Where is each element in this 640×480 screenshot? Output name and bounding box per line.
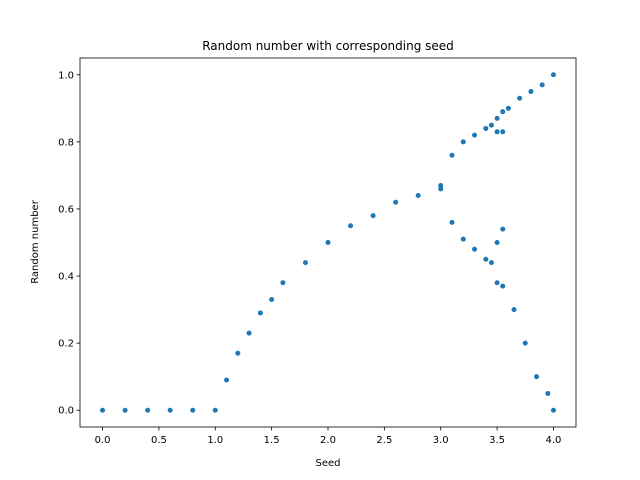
data-point: [534, 374, 540, 380]
data-point: [348, 223, 354, 229]
data-point: [460, 236, 466, 242]
data-point: [550, 407, 556, 413]
data-point: [488, 122, 494, 128]
data-point: [325, 240, 331, 245]
data-point: [500, 226, 506, 232]
data-point: [550, 72, 556, 78]
data-point: [235, 350, 241, 356]
data-point: [224, 377, 230, 383]
x-tick-label: 4.0: [546, 435, 562, 446]
data-point: [494, 129, 500, 135]
y-tick-label: 0.8: [58, 137, 74, 148]
y-tick-label: 0.6: [58, 204, 74, 215]
y-axis: 0.0 0.2 0.4 0.6 0.8 1.0: [58, 70, 80, 417]
x-tick-label: 0.0: [95, 435, 111, 446]
data-point: [449, 219, 455, 225]
data-point: [483, 125, 489, 131]
data-point: [438, 182, 444, 188]
data-point: [122, 407, 128, 413]
data-point: [393, 199, 399, 205]
data-point: [269, 297, 275, 303]
data-point: [494, 240, 500, 245]
y-tick-label: 0.4: [58, 272, 74, 283]
data-point: [494, 115, 500, 121]
x-tick-label: 1.5: [264, 435, 280, 446]
data-point: [500, 109, 506, 115]
data-point: [246, 330, 252, 336]
data-point: [449, 152, 455, 158]
data-point: [460, 139, 466, 145]
data-point: [370, 213, 376, 219]
x-axis: 0.0 0.5 1.0 1.5 2.0 2.5 3.0 3.5 4.0: [95, 427, 562, 446]
x-tick-label: 2.5: [376, 435, 392, 446]
data-point: [483, 256, 489, 262]
data-point: [472, 246, 478, 252]
y-tick-label: 0.2: [58, 339, 74, 350]
data-point: [190, 407, 196, 413]
data-point: [545, 390, 551, 396]
data-point: [145, 407, 151, 413]
x-tick-label: 1.0: [207, 435, 223, 446]
data-point: [100, 407, 106, 413]
data-point: [511, 307, 517, 313]
data-point: [528, 89, 534, 95]
data-point: [539, 82, 545, 88]
data-point: [505, 105, 511, 111]
data-point: [494, 280, 500, 286]
data-point: [500, 129, 506, 135]
data-point: [257, 310, 263, 316]
x-axis-label: Seed: [316, 458, 341, 469]
data-point: [212, 407, 218, 413]
x-tick-label: 3.0: [433, 435, 449, 446]
data-point: [167, 407, 173, 413]
x-tick-label: 2.0: [320, 435, 336, 446]
data-point: [280, 280, 286, 286]
x-tick-label: 0.5: [151, 435, 167, 446]
data-point: [500, 283, 506, 289]
chart-title: Random number with corresponding seed: [202, 39, 454, 53]
y-tick-label: 1.0: [58, 70, 74, 81]
y-tick-label: 0.0: [58, 406, 74, 417]
data-point: [415, 193, 421, 199]
y-axis-label: Random number: [30, 199, 41, 283]
data-point: [472, 132, 478, 138]
data-point: [522, 340, 528, 346]
x-tick-label: 3.5: [489, 435, 505, 446]
data-point: [517, 95, 523, 101]
data-point: [302, 260, 308, 266]
data-point: [488, 260, 494, 266]
data-points: [100, 72, 556, 413]
